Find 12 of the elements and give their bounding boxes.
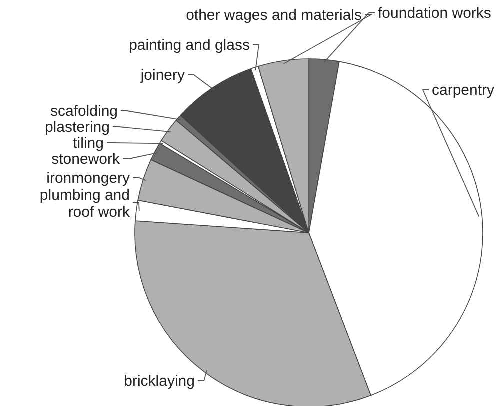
slice-label: bricklaying — [124, 373, 195, 390]
slice-label: painting and glass — [129, 37, 250, 54]
slice-label: carpentry — [432, 82, 496, 99]
slice-label: plumbing and roof work — [40, 187, 130, 221]
slice-label: other wages and materials — [186, 7, 362, 24]
slice-label: joinery — [140, 67, 186, 84]
slice-label: plastering — [44, 119, 110, 136]
slice-label: scafolding — [50, 103, 118, 120]
slice-label: stonework — [52, 151, 120, 168]
slice-label: foundation works — [378, 5, 492, 22]
slice-label: ironmongery — [46, 170, 130, 187]
slice-label: tiling — [73, 135, 104, 152]
